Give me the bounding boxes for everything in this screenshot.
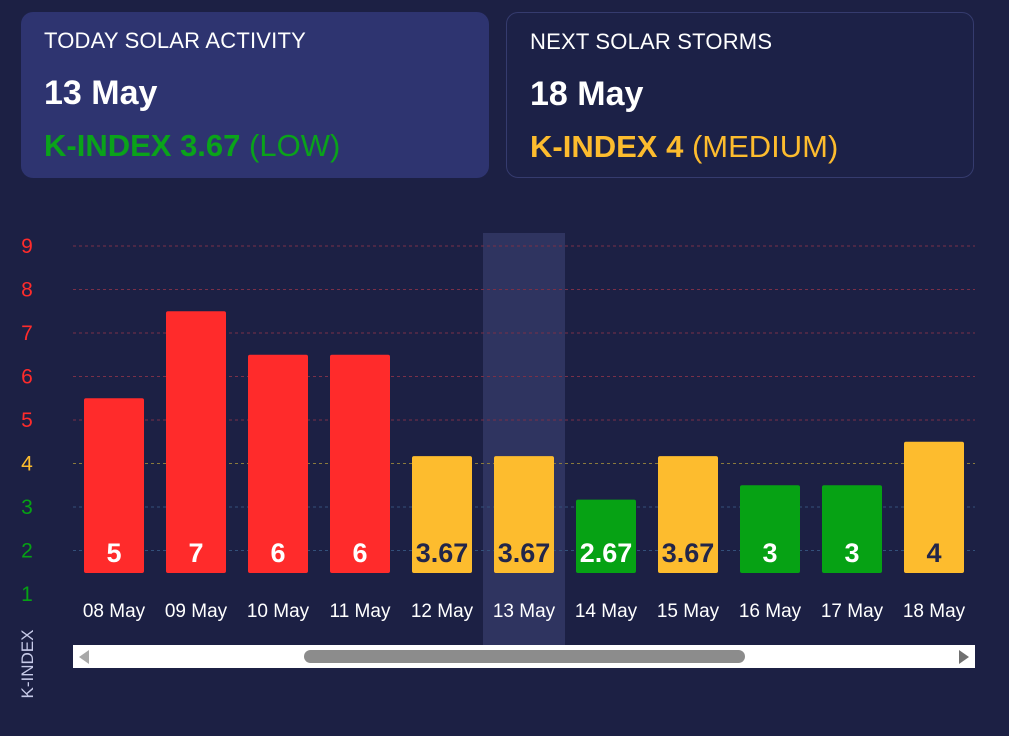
bar-value-label: 2.67 xyxy=(580,538,633,568)
chart-scrollbar[interactable] xyxy=(73,645,975,668)
scrollbar-thumb[interactable] xyxy=(304,650,745,663)
scroll-right-icon[interactable] xyxy=(959,650,969,664)
y-tick-label: 4 xyxy=(21,453,33,476)
x-tick-label: 08 May xyxy=(83,601,146,622)
bar xyxy=(84,398,144,573)
bar xyxy=(658,456,718,573)
y-tick-label: 8 xyxy=(21,279,33,302)
today-kindex: K-INDEX 3.67 (LOW) xyxy=(44,128,489,164)
bar xyxy=(740,485,800,573)
x-tick-label: 15 May xyxy=(657,601,720,622)
today-activity-card: TODAY SOLAR ACTIVITY 13 May K-INDEX 3.67… xyxy=(21,12,489,178)
y-tick-label: 2 xyxy=(21,540,33,563)
y-tick-label: 9 xyxy=(21,235,33,258)
next-kindex-level: (MEDIUM) xyxy=(691,129,839,164)
today-date: 13 May xyxy=(44,74,158,112)
y-tick-label: 7 xyxy=(21,322,33,345)
x-tick-label: 12 May xyxy=(411,601,474,622)
scroll-left-icon[interactable] xyxy=(79,650,89,664)
y-axis-label: K-INDEX xyxy=(18,629,37,699)
x-tick-label: 13 May xyxy=(493,601,556,622)
x-tick-label: 09 May xyxy=(165,601,228,622)
bar-value-label: 3 xyxy=(844,538,859,568)
highlight-column xyxy=(483,233,565,645)
bar-value-label: 5 xyxy=(106,538,121,568)
next-label: NEXT SOLAR STORMS xyxy=(530,29,773,54)
bar-value-label: 7 xyxy=(188,538,203,568)
y-tick-label: 5 xyxy=(21,409,33,432)
bar xyxy=(576,499,636,573)
bar xyxy=(822,485,882,573)
today-label: TODAY SOLAR ACTIVITY xyxy=(44,28,306,53)
bar xyxy=(248,354,308,573)
y-tick-label: 1 xyxy=(21,583,33,606)
today-kindex-level: (LOW) xyxy=(249,128,341,163)
bar-value-label: 3.67 xyxy=(416,538,469,568)
bar xyxy=(166,311,226,573)
x-tick-label: 16 May xyxy=(739,601,802,622)
bar xyxy=(494,456,554,573)
x-tick-label: 10 May xyxy=(247,601,310,622)
next-kindex: K-INDEX 4 (MEDIUM) xyxy=(530,129,973,165)
next-date: 18 May xyxy=(530,75,644,113)
bar-value-label: 3 xyxy=(762,538,777,568)
today-kindex-value: K-INDEX 3.67 xyxy=(44,128,241,163)
bar xyxy=(330,354,390,573)
bar xyxy=(904,441,964,573)
y-tick-label: 6 xyxy=(21,366,33,389)
bar-value-label: 4 xyxy=(926,538,941,568)
y-tick-label: 3 xyxy=(21,496,33,519)
bar-value-label: 3.67 xyxy=(662,538,715,568)
next-kindex-value: K-INDEX 4 xyxy=(530,129,684,164)
bar xyxy=(412,456,472,573)
x-tick-label: 14 May xyxy=(575,601,638,622)
bar-value-label: 6 xyxy=(352,538,367,568)
bar-value-label: 3.67 xyxy=(498,538,551,568)
x-tick-label: 18 May xyxy=(903,601,966,622)
next-storm-card: NEXT SOLAR STORMS 18 May K-INDEX 4 (MEDI… xyxy=(506,12,974,178)
x-tick-label: 11 May xyxy=(330,601,391,622)
x-tick-label: 17 May xyxy=(821,601,884,622)
bar-value-label: 6 xyxy=(270,538,285,568)
